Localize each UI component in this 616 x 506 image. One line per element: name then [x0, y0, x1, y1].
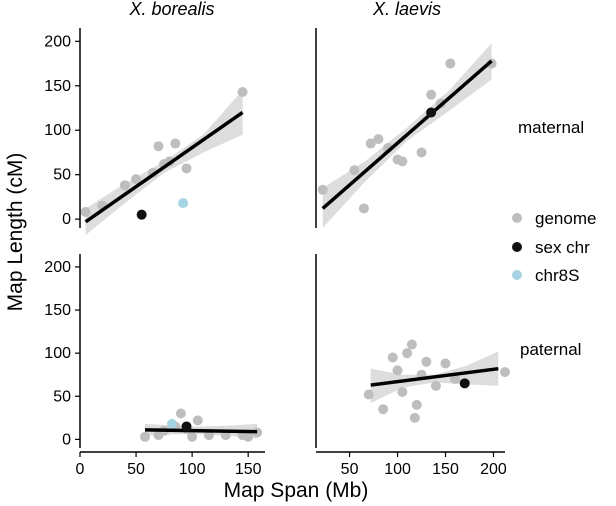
- x-tick-label-0-2: 100: [179, 461, 206, 478]
- genome-point: [363, 389, 374, 400]
- x-tick-label-0-0: 0: [76, 461, 85, 478]
- y-tick-label-1-0: 0: [62, 431, 71, 448]
- genome-point: [411, 399, 422, 410]
- chr8s-point: [178, 198, 189, 209]
- y-tick-label-0-3: 150: [44, 78, 71, 95]
- genome-point: [373, 134, 384, 145]
- legend: genome sex chr chr8S: [512, 209, 596, 285]
- y-tick-label-0-1: 50: [53, 167, 71, 184]
- y-axis-title: Map Length (cM): [4, 153, 27, 312]
- genome-point: [317, 184, 328, 195]
- regression-line: [370, 366, 499, 387]
- legend-sex-chr-swatch: [512, 242, 522, 252]
- sex-chr-point: [136, 209, 147, 220]
- regression-line: [321, 59, 493, 210]
- genome-point: [426, 89, 437, 100]
- genome-point: [365, 138, 376, 149]
- genome-point: [192, 415, 203, 426]
- panel-0-0: [80, 87, 248, 236]
- genome-point: [140, 431, 151, 442]
- y-tick-label-0-2: 100: [44, 122, 71, 139]
- legend-genome-label: genome: [535, 209, 596, 228]
- sex-chr-point: [181, 421, 192, 432]
- legend-chr8s-label: chr8S: [535, 266, 579, 285]
- genome-point: [119, 180, 130, 191]
- y-tick-label-0-0: 0: [62, 211, 71, 228]
- genome-point: [421, 356, 432, 367]
- x-axis-title: Map Span (Mb): [224, 479, 369, 502]
- sex-chr-point: [426, 107, 437, 118]
- genome-point: [406, 339, 417, 350]
- genome-point: [392, 365, 403, 376]
- genome-point: [397, 386, 408, 397]
- legend-chr8s-swatch: [512, 270, 522, 280]
- genome-point: [358, 203, 369, 214]
- x-tick-label-1-1: 100: [384, 461, 411, 478]
- y-tick-label-1-1: 50: [53, 388, 71, 405]
- row-label-paternal: paternal: [520, 340, 581, 359]
- genome-point: [243, 431, 254, 442]
- legend-sex-chr-label: sex chr: [535, 238, 590, 257]
- genome-point: [430, 380, 441, 391]
- genome-point: [187, 431, 198, 442]
- y-tick-label-1-4: 200: [44, 259, 71, 276]
- genome-point: [402, 348, 413, 359]
- panel-0-1: [140, 408, 263, 442]
- row-label-maternal: maternal: [518, 118, 584, 137]
- genome-point: [153, 141, 164, 152]
- genome-point: [450, 374, 461, 385]
- sex-chr-point: [459, 378, 470, 389]
- genome-point: [349, 165, 360, 176]
- strip-label-x-borealis: X. borealis: [128, 0, 214, 19]
- regression-line: [84, 111, 244, 224]
- panel-1-1: [363, 339, 510, 423]
- y-tick-label-1-3: 150: [44, 302, 71, 319]
- genome-point: [170, 138, 181, 149]
- genome-point: [440, 358, 451, 369]
- x-tick-label-1-0: 50: [341, 461, 359, 478]
- chr8s-point: [166, 418, 177, 429]
- y-tick-label-1-2: 100: [44, 345, 71, 362]
- legend-genome-swatch: [512, 213, 522, 223]
- genome-point: [237, 87, 248, 97]
- genome-point: [378, 404, 389, 415]
- genome-point: [409, 412, 420, 423]
- x-tick-label-0-3: 150: [235, 461, 262, 478]
- genome-point: [416, 147, 427, 158]
- genome-point: [500, 367, 510, 378]
- x-tick-label-0-1: 50: [127, 461, 145, 478]
- genome-point: [175, 408, 186, 419]
- x-tick-label-1-3: 200: [480, 461, 507, 478]
- panel-1-0: [317, 43, 497, 228]
- genome-point: [445, 58, 456, 69]
- genome-point: [387, 352, 398, 363]
- genome-point: [131, 174, 142, 185]
- genome-point: [80, 207, 91, 217]
- x-tick-label-1-2: 150: [432, 461, 459, 478]
- genome-point: [181, 163, 192, 174]
- genome-point: [397, 156, 408, 167]
- regression-line: [145, 428, 258, 434]
- strip-label-x-laevis: X. laevis: [372, 0, 441, 19]
- y-tick-label-0-4: 200: [44, 33, 71, 50]
